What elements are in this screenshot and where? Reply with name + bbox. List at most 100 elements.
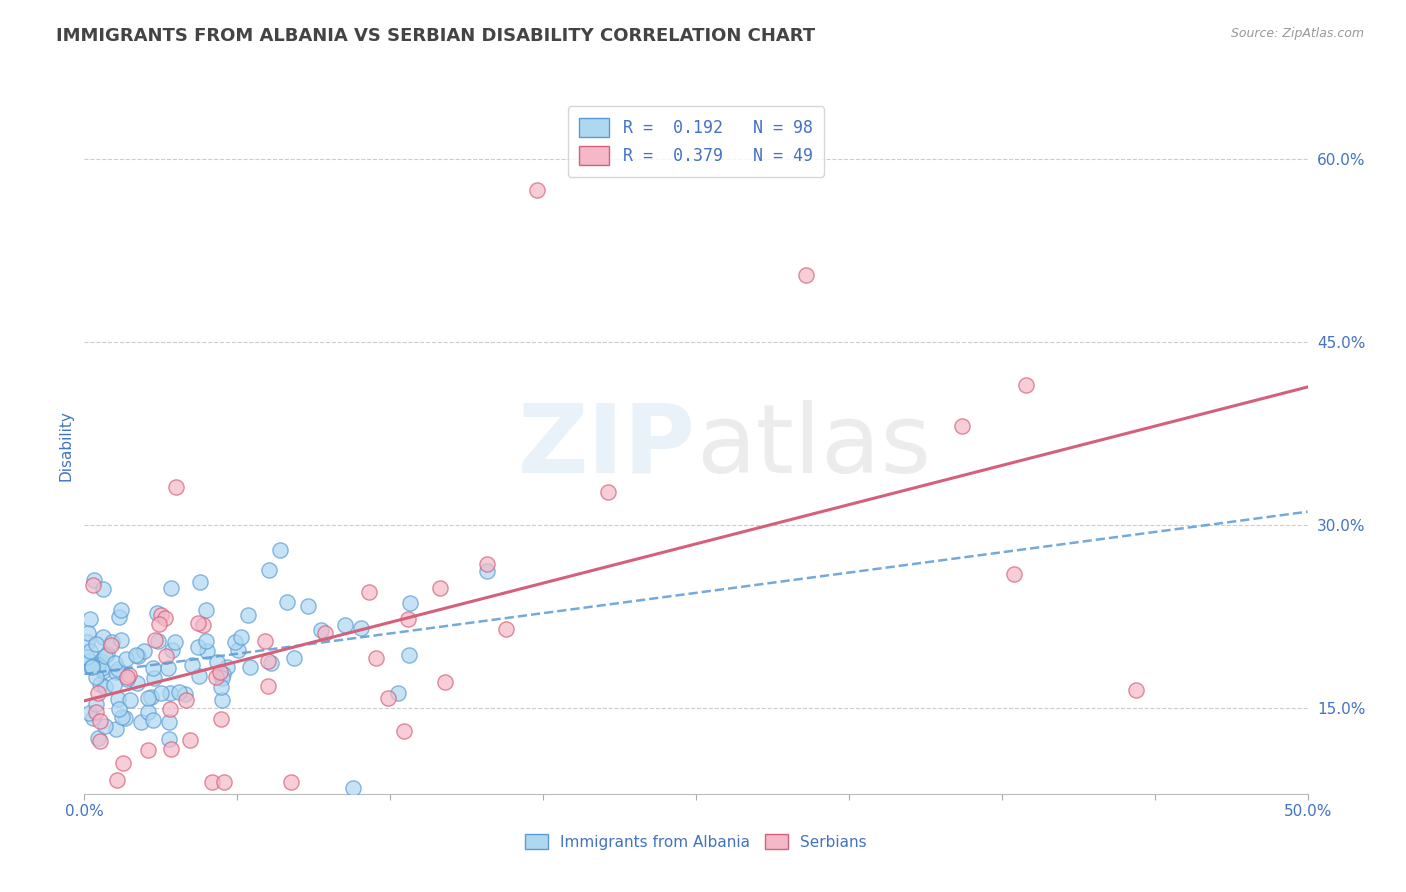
Point [366,651,388,665]
Point [83,573,105,587]
Point [297,599,319,614]
Point [155,648,177,663]
Point [162,642,184,657]
Text: ZIP: ZIP [517,400,696,492]
Point [89,714,111,728]
Point [254,634,277,648]
Point [357,585,380,599]
Point [399,596,422,610]
Point [117,670,139,684]
Point [187,669,209,683]
Text: IMMIGRANTS FROM ALBANIA VS SERBIAN DISABILITY CORRELATION CHART: IMMIGRANTS FROM ALBANIA VS SERBIAN DISAB… [56,27,815,45]
Y-axis label: Disability: Disability [58,410,73,482]
Point [89,676,111,690]
Point [280,774,302,789]
Point [82,578,104,592]
Point [87,658,110,673]
Point [1002,567,1025,582]
Point [333,617,356,632]
Point [392,724,415,739]
Point [211,672,233,686]
Point [89,734,111,748]
Point [195,644,218,658]
Point [794,268,817,282]
Point [84,636,107,650]
Point [111,756,134,771]
Point [105,665,128,679]
Point [156,661,179,675]
Point [110,603,132,617]
Point [194,634,217,648]
Point [217,660,239,674]
Point [80,659,103,673]
Point [429,581,451,595]
Point [111,710,134,724]
Point [76,625,98,640]
Point [149,686,172,700]
Point [84,697,107,711]
Point [194,602,217,616]
Point [82,711,104,725]
Point [87,686,110,700]
Point [475,557,498,571]
Legend: Immigrants from Albania, Serbians: Immigrants from Albania, Serbians [519,828,873,855]
Point [190,574,212,589]
Point [257,654,280,668]
Point [387,686,409,700]
Point [108,609,131,624]
Point [80,660,103,674]
Point [377,690,399,705]
Point [157,732,180,747]
Point [93,648,115,663]
Point [165,480,187,494]
Point [269,542,291,557]
Point [77,654,100,668]
Point [79,644,101,658]
Point [93,582,115,596]
Point [132,643,155,657]
Point [87,731,110,745]
Point [84,705,107,719]
Point [136,690,159,705]
Point [226,643,249,657]
Point [179,732,201,747]
Point [105,773,128,788]
Point [153,611,176,625]
Point [101,634,124,648]
Point [120,693,142,707]
Point [209,712,232,726]
Point [142,713,165,727]
Point [115,672,138,686]
Point [79,612,101,626]
Point [76,650,98,665]
Point [91,630,114,644]
Point [103,678,125,692]
Point [174,687,197,701]
Point [146,606,169,620]
Point [342,780,364,795]
Point [79,659,101,673]
Point [311,624,333,638]
Point [204,670,226,684]
Point [209,680,232,694]
Point [105,722,128,736]
Point [90,661,112,675]
Point [256,679,278,693]
Point [209,665,232,679]
Point [214,774,236,789]
Point [174,693,197,707]
Point [212,666,235,681]
Point [495,623,517,637]
Point [211,693,233,707]
Point [129,715,152,730]
Point [125,648,148,662]
Point [193,618,215,632]
Point [180,658,202,673]
Point [187,640,209,654]
Point [107,692,129,706]
Point [157,715,180,730]
Point [125,676,148,690]
Point [1125,683,1147,698]
Text: atlas: atlas [696,400,931,492]
Point [201,774,224,789]
